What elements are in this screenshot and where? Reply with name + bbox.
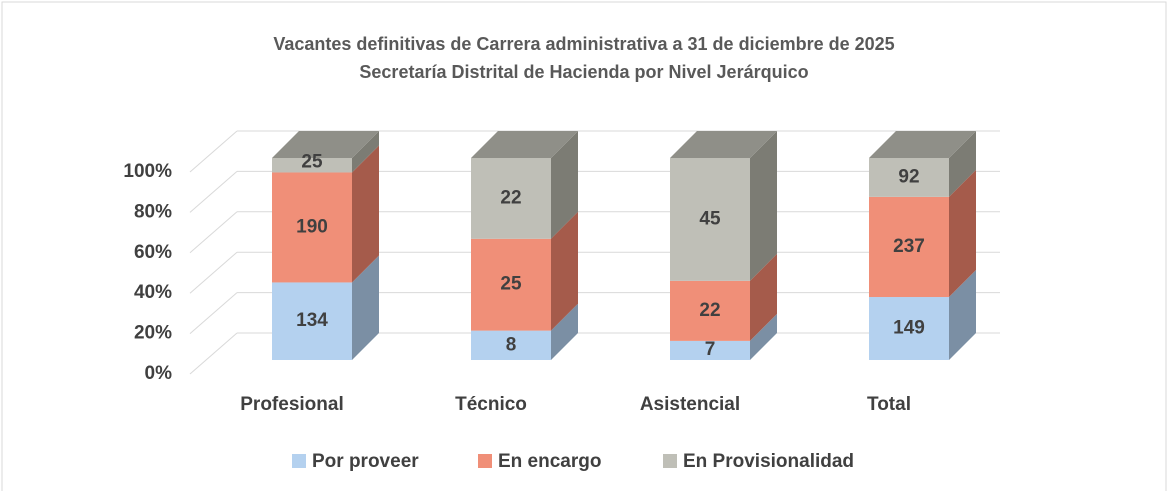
bar-side (949, 270, 976, 360)
data-label: 25 (301, 151, 323, 172)
data-label: 149 (893, 318, 925, 339)
grid-line (189, 251, 238, 294)
legend-swatch (292, 454, 306, 468)
chart-subtitle: Secretaría Distrital de Hacienda por Niv… (359, 62, 808, 82)
bar-side (352, 145, 379, 283)
data-label: 45 (699, 208, 721, 229)
x-tick-label: Total (867, 394, 911, 415)
data-label: 8 (506, 334, 517, 355)
bar-top (272, 131, 379, 158)
bar-side (750, 313, 777, 360)
bar (670, 280, 750, 341)
bar-side (551, 131, 578, 239)
bar (272, 158, 352, 173)
bar (869, 158, 949, 197)
x-tick-label: Técnico (455, 394, 527, 415)
grid-line (189, 171, 238, 213)
data-label: 237 (893, 236, 925, 257)
y-tick-label: 0% (145, 363, 173, 384)
bar-side (551, 211, 578, 331)
y-tick-label: 100% (123, 161, 172, 182)
x-tick-label: Asistencial (640, 394, 740, 415)
y-tick-label: 80% (134, 201, 172, 222)
y-tick-label: 40% (134, 282, 172, 303)
bar-side (750, 131, 777, 281)
bar (272, 282, 352, 360)
data-label: 25 (500, 274, 522, 295)
bar-side (750, 253, 777, 341)
bar (869, 297, 949, 360)
legend-label: En encargo (498, 451, 601, 472)
bar (272, 172, 352, 283)
grid-line (189, 332, 238, 375)
legend-swatch (478, 454, 492, 468)
legend-swatch (663, 454, 677, 468)
bar-side (352, 131, 379, 173)
grid-line (189, 211, 238, 254)
bar (471, 238, 551, 331)
bar (670, 158, 750, 281)
bar-side (949, 169, 976, 298)
legend-label: Por proveer (312, 451, 419, 472)
chart-title: Vacantes definitivas de Carrera administ… (273, 34, 894, 54)
data-label: 190 (296, 216, 328, 237)
data-label: 92 (898, 166, 919, 187)
bar (471, 330, 551, 360)
y-tick-label: 60% (134, 242, 172, 263)
grid-line (189, 130, 238, 173)
data-label: 7 (705, 339, 716, 360)
data-label: 22 (500, 187, 521, 208)
data-label: 22 (699, 300, 720, 321)
bar-side (551, 303, 578, 360)
data-label: 134 (296, 310, 328, 331)
x-tick-label: Profesional (240, 394, 343, 415)
y-tick-label: 20% (134, 323, 172, 344)
grid-line (189, 292, 238, 334)
bar (670, 340, 750, 360)
bar (471, 158, 551, 239)
bar-top (869, 131, 976, 158)
bar-side (352, 255, 379, 360)
bar-top (471, 131, 578, 158)
bar-top (670, 131, 777, 158)
bar (869, 196, 949, 298)
bar-side (949, 131, 976, 197)
legend-label: En Provisionalidad (683, 451, 854, 472)
